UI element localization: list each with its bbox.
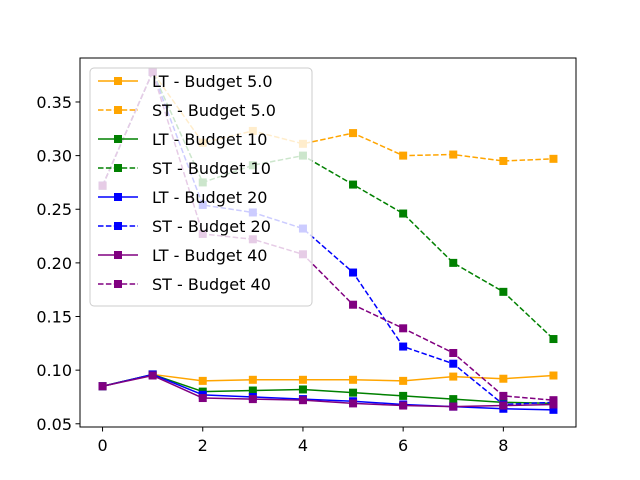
data-point-st-budget-40-6 [399, 324, 408, 333]
data-point-st-budget-10-6 [399, 209, 408, 218]
series-line-st-budget-20 [101, 71, 554, 406]
x-tick-label: 6 [398, 436, 408, 455]
data-point-st-budget-20-5 [349, 268, 358, 277]
data-point-st-budget-40-7 [449, 348, 458, 357]
y-tick-label: 0.20 [36, 254, 72, 273]
y-tick-label: 0.35 [36, 93, 72, 112]
x-axis: 0 2 4 6 8 [97, 427, 508, 455]
data-point-lt-budget-5-0-4 [298, 375, 307, 384]
legend-label: LT - Budget 20 [152, 188, 267, 207]
y-tick-label: 0.30 [36, 147, 72, 166]
x-tick-label: 0 [97, 436, 107, 455]
data-point-lt-budget-40-1 [148, 371, 157, 380]
data-point-st-budget-10-9 [549, 335, 558, 344]
y-tick-label: 0.15 [36, 308, 72, 327]
data-point-lt-budget-40-6 [399, 401, 408, 410]
data-point-lt-budget-5-0-3 [248, 375, 257, 384]
legend-item-st-budget-40: ST - Budget 40 [98, 275, 271, 294]
data-point-st-budget-10-5 [349, 180, 358, 189]
legend-item-st-budget-10: ST - Budget 10 [98, 159, 271, 178]
legend-swatch-marker [114, 193, 122, 201]
data-point-lt-budget-5-0-9 [549, 371, 558, 380]
legend-label: LT - Budget 10 [152, 130, 267, 149]
legend-label: ST - Budget 40 [152, 275, 271, 294]
data-point-st-budget-5-0-5 [349, 129, 358, 138]
data-point-lt-budget-40-9 [549, 400, 558, 409]
legend-item-lt-budget-40: LT - Budget 40 [98, 246, 267, 265]
data-point-st-budget-5-0-8 [499, 156, 508, 165]
legend-label: ST - Budget 10 [152, 159, 271, 178]
data-point-st-budget-40-8 [499, 391, 508, 400]
legend: LT - Budget 5.0 ST - Budget 5.0 LT - Budge… [89, 67, 313, 307]
series-layer [98, 67, 558, 414]
data-point-lt-budget-40-7 [449, 402, 458, 411]
data-point-lt-budget-10-3 [248, 386, 257, 395]
data-point-st-budget-5-0-6 [399, 151, 408, 160]
data-point-lt-budget-10-6 [399, 391, 408, 400]
series-lt-budget-40 [98, 371, 558, 411]
legend-box [89, 67, 313, 307]
data-point-lt-budget-10-4 [298, 385, 307, 394]
legend-swatch-marker [114, 164, 122, 172]
series-line-lt-budget-20 [102, 373, 554, 411]
data-point-lt-budget-10-7 [449, 395, 458, 404]
data-point-st-budget-40-5 [349, 300, 358, 309]
data-point-st-budget-10-7 [449, 258, 458, 267]
data-point-lt-budget-5-0-7 [449, 372, 458, 381]
series-line-lt-budget-40 [102, 374, 554, 408]
data-point-lt-budget-40-0 [98, 382, 107, 391]
legend-swatch-marker [114, 106, 122, 114]
data-point-lt-budget-20-9 [549, 405, 558, 414]
legend-swatch-marker [114, 222, 122, 230]
series-line-lt-budget-5-0 [102, 373, 554, 387]
x-tick-label: 2 [198, 436, 208, 455]
legend-label: ST - Budget 20 [152, 217, 271, 236]
legend-item-lt-budget-5-0: LT - Budget 5.0 [98, 72, 273, 91]
data-point-st-budget-20-7 [449, 359, 458, 368]
data-point-st-budget-40-9 [549, 396, 558, 405]
data-point-st-budget-10-8 [499, 287, 508, 296]
legend-swatch-marker [114, 77, 122, 85]
data-point-st-budget-20-6 [399, 342, 408, 351]
legend-label: LT - Budget 5.0 [152, 72, 273, 91]
legend-item-st-budget-20: ST - Budget 20 [98, 217, 271, 236]
data-point-lt-budget-5-0-5 [349, 375, 358, 384]
y-axis: 0.05 0.10 0.15 0.20 0.25 0.30 0.35 [36, 93, 80, 434]
data-point-lt-budget-40-4 [298, 396, 307, 405]
legend-label: LT - Budget 40 [152, 246, 267, 265]
series-line-lt-budget-10 [102, 373, 554, 405]
y-tick-label: 0.05 [36, 415, 72, 434]
data-point-lt-budget-5-0-6 [399, 376, 408, 385]
data-point-lt-budget-40-8 [499, 401, 508, 410]
legend-item-lt-budget-10: LT - Budget 10 [98, 130, 267, 149]
data-point-lt-budget-5-0-8 [499, 374, 508, 383]
plot-area-frame [79, 57, 577, 428]
data-point-lt-budget-40-2 [198, 394, 207, 403]
legend-item-st-budget-5-0: ST - Budget 5.0 [98, 101, 276, 120]
x-tick-label: 4 [298, 436, 308, 455]
legend-label: ST - Budget 5.0 [152, 101, 276, 120]
data-point-lt-budget-5-0-2 [198, 376, 207, 385]
legend-item-lt-budget-20: LT - Budget 20 [98, 188, 267, 207]
y-tick-label: 0.10 [36, 361, 72, 380]
legend-swatch-marker [114, 251, 122, 259]
data-point-lt-budget-10-5 [349, 388, 358, 397]
x-tick-label: 8 [498, 436, 508, 455]
data-point-st-budget-5-0-7 [449, 150, 458, 159]
legend-swatch-marker [114, 135, 122, 143]
legend-swatch-marker [114, 280, 122, 288]
data-point-lt-budget-40-5 [349, 399, 358, 408]
data-point-st-budget-5-0-9 [549, 154, 558, 163]
y-tick-label: 0.25 [36, 200, 72, 219]
data-point-lt-budget-40-3 [248, 395, 257, 404]
